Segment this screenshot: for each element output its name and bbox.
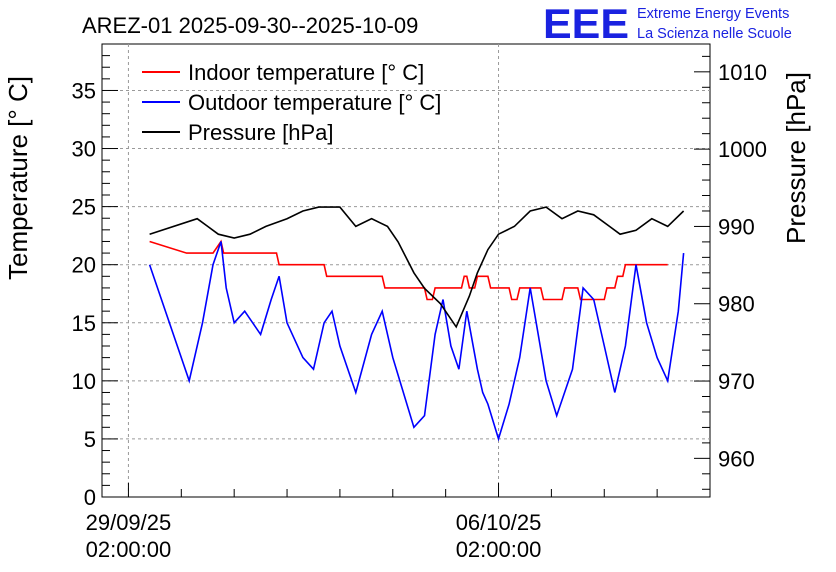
y-right-tick-label: 1010: [718, 60, 767, 85]
legend-label-pressure: Pressure [hPa]: [188, 120, 334, 145]
chart-title: AREZ-01 2025-09-30--2025-10-09: [82, 13, 418, 38]
y-axis-right-title: Pressure [hPa]: [781, 72, 811, 244]
series-group: [148, 206, 685, 442]
series-pressure: [149, 206, 685, 329]
x-tick-label-date: 29/09/25: [86, 510, 172, 535]
legend-label-outdoor: Outdoor temperature [° C]: [188, 90, 441, 115]
x-tick-label-time: 02:00:00: [456, 537, 542, 562]
y-right-tick-label: 990: [718, 214, 755, 239]
y-left-tick-label: 10: [72, 369, 96, 394]
legend-label-indoor: Indoor temperature [° C]: [188, 60, 424, 85]
y-right-tick-label: 1000: [718, 137, 767, 162]
y-right-tick-label: 960: [718, 446, 755, 471]
y-right-tick-label: 970: [718, 369, 755, 394]
eee-logo-mark: EEE: [543, 0, 629, 47]
y-left-tick-label: 20: [72, 253, 96, 278]
y-left-tick-label: 5: [84, 427, 96, 452]
y-left-tick-label: 15: [72, 311, 96, 336]
y-left-tick-label: 25: [72, 195, 96, 220]
y-right-tick-label: 980: [718, 292, 755, 317]
eee-logo-line1: Extreme Energy Events: [637, 6, 789, 22]
series-indoor-temperature: [149, 239, 668, 301]
y-left-tick-label: 0: [84, 485, 96, 510]
series-outdoor-temperature: [148, 241, 685, 442]
x-tick-label-date: 06/10/25: [456, 510, 542, 535]
plot-frame: [101, 43, 711, 498]
eee-logo: EEE Extreme Energy Events La Scienza nel…: [543, 0, 792, 47]
x-tick-label-time: 02:00:00: [86, 537, 172, 562]
y-left-tick-label: 30: [72, 137, 96, 162]
eee-logo-line2: La Scienza nelle Scuole: [637, 26, 792, 42]
grid: [102, 44, 710, 497]
axes: 0 5 10 15 20 25 30 35 960 970 980 990 1000 1010 29/09/…: [72, 43, 767, 562]
y-axis-left-title: Temperature [° C]: [3, 76, 33, 280]
y-left-tick-label: 35: [72, 78, 96, 103]
legend: Indoor temperature [° C] Outdoor tempera…: [142, 60, 441, 145]
